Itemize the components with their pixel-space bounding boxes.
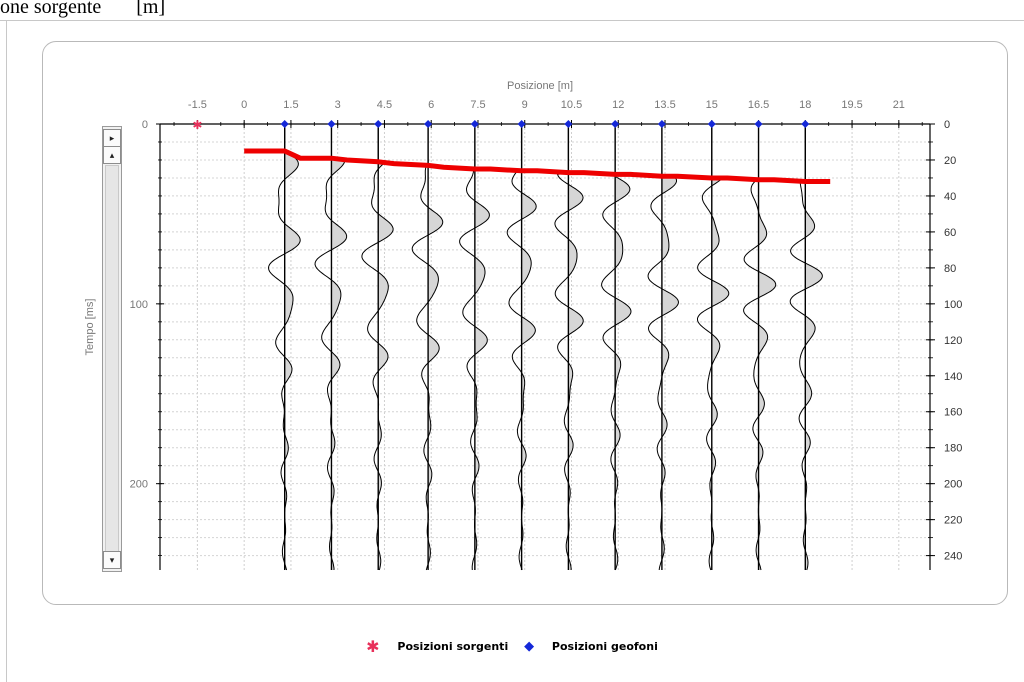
y-right-tick-label: 80 [944,263,956,275]
scroll-down-button[interactable]: ▾ [103,551,121,569]
geophone-marker [280,120,289,128]
seismic-trace [743,124,777,571]
geophone-marker [424,120,433,128]
x-tick-label: 13.5 [654,99,675,111]
x-tick-label: 3 [335,99,341,111]
geophone-marker [611,120,620,128]
y-right-tick-label: 220 [944,515,962,527]
geophone-marker [754,120,763,128]
x-tick-label: 0 [241,99,247,111]
y-right-tick-label: 60 [944,227,956,239]
seismic-traces [267,124,823,571]
seismic-trace [411,124,444,571]
trace-fill [331,124,347,570]
y-right-tick-label: 160 [944,407,962,419]
scroll-up-button[interactable]: ▴ [103,146,121,164]
y-left-tick-label: 100 [130,299,148,311]
x-tick-label: -1.5 [188,99,207,111]
trace-fill [661,124,679,570]
source-marker-icon: ✱ [366,637,380,656]
seismic-trace [697,124,730,571]
y-left-tick-label: 0 [142,119,148,131]
trace-fill [378,124,394,570]
x-tick-label: 21 [893,99,905,111]
y-right-tick-label: 20 [944,155,956,167]
first-break-line [244,148,831,184]
vertical-scrollbar[interactable]: ▸ ▴ ▾ [102,126,122,572]
x-tick-label: 16.5 [748,99,769,111]
legend-sources-label: Posizioni sorgenti [397,640,509,653]
y-right-tick-label: 100 [944,299,962,311]
y-right-tick-label: 240 [944,551,962,563]
x-tick-label: 7.5 [470,99,485,111]
x-tick-label: 6 [428,99,434,111]
seismic-trace [789,124,823,571]
seismic-trace [459,124,490,571]
seismic-trace [361,124,394,571]
y-right-tick-label: 120 [944,335,962,347]
trace-fill [474,124,490,570]
document-frame-left [6,20,7,682]
trace-fill [615,124,631,570]
x-tick-label: 1.5 [283,99,298,111]
geophone-marker [801,120,810,128]
x-tick-label: 19.5 [841,99,862,111]
seismic-trace [601,124,632,571]
x-tick-label: 4.5 [377,99,392,111]
trace-fill [428,124,443,570]
x-tick-label: 10.5 [561,99,582,111]
y-axis-label: Tempo [ms] [84,299,96,356]
axes: -1.5 0 1.5 3 4.5 6 7.5 9 10.5 12 13.5 15 16.5 18 19.5 2… [84,80,962,570]
y-right-tick-label: 0 [944,119,950,131]
y-right-tick-label: 200 [944,479,962,491]
y-left-tick-label: 200 [130,479,148,491]
geophone-marker [707,120,716,128]
first-break-picks [244,148,831,184]
geophone-marker [374,120,383,128]
x-tick-label: 15 [706,99,718,111]
seismic-trace [314,124,348,570]
legend: ✱ Posizioni sorgenti ◆ Posizioni geofoni [0,637,1024,656]
x-tick-label: 12 [612,99,624,111]
geophone-marker-icon: ◆ [524,639,535,654]
y-right-tick-label: 180 [944,443,962,455]
seismic-trace [506,124,537,571]
document-caption: one sorgente [m] [0,0,166,18]
y-right-tick-label: 140 [944,371,962,383]
trace-fill [521,124,537,570]
geophone-marker [657,120,666,128]
geophone-marker [470,120,479,128]
trace-fill [284,124,301,570]
trace-fill [758,124,776,570]
seismic-trace [554,124,584,570]
grid [160,124,930,570]
trace-fill [568,124,584,570]
x-axis-label: Posizione [m] [507,80,573,92]
geophone-marker [564,120,573,128]
trace-fill [805,124,823,570]
seismic-trace [647,124,680,571]
x-tick-label: 18 [799,99,811,111]
source-marker: ✱ [192,118,202,132]
document-frame-top [0,20,1024,21]
y-right-tick-label: 40 [944,191,956,203]
legend-geophones-label: Posizioni geofoni [551,640,658,653]
geophone-marker [517,120,526,128]
trace-fill [711,124,729,570]
geophone-marker [327,120,336,128]
position-markers: ✱ [192,118,810,132]
seismic-trace [267,124,301,571]
x-tick-label: 9 [522,99,528,111]
